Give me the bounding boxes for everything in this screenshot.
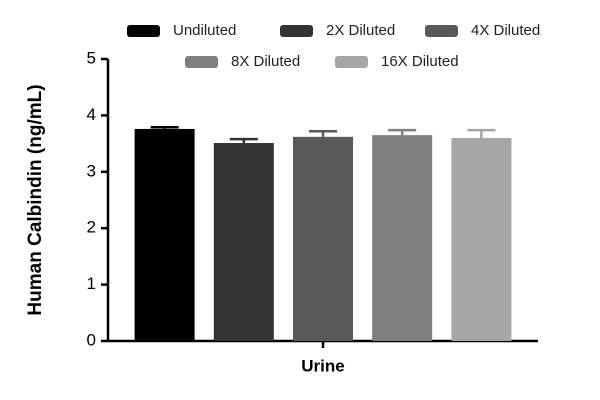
legend-swatch bbox=[280, 25, 313, 37]
error-bar bbox=[229, 137, 258, 144]
error-bar bbox=[309, 129, 337, 137]
legend-swatch bbox=[185, 56, 218, 68]
y-tick-label: 2 bbox=[87, 218, 96, 237]
error-bar bbox=[150, 125, 179, 129]
legend-swatch bbox=[127, 25, 160, 37]
y-tick-label: 4 bbox=[87, 105, 96, 124]
legend-swatch bbox=[425, 25, 458, 37]
x-tick-label: Urine bbox=[301, 356, 344, 375]
bar bbox=[451, 137, 512, 341]
bar bbox=[134, 128, 195, 341]
error-bar bbox=[467, 128, 496, 138]
y-tick-label: 0 bbox=[87, 330, 96, 349]
legend-label: 8X Diluted bbox=[231, 53, 300, 70]
y-tick-label: 1 bbox=[87, 274, 96, 293]
legend-swatch bbox=[335, 56, 368, 68]
legend-label: 4X Diluted bbox=[471, 22, 540, 39]
bar bbox=[293, 136, 353, 341]
legend-label: Undiluted bbox=[173, 22, 236, 39]
legend-label: 2X Diluted bbox=[326, 22, 395, 39]
y-axis-label: Human Calbindin (ng/mL) bbox=[25, 84, 46, 315]
bar bbox=[372, 135, 433, 341]
y-tick-label: 3 bbox=[87, 161, 96, 180]
y-tick-label: 5 bbox=[87, 48, 96, 67]
legend-label: 16X Diluted bbox=[381, 53, 459, 70]
error-bar bbox=[388, 128, 417, 136]
bar bbox=[213, 143, 274, 341]
